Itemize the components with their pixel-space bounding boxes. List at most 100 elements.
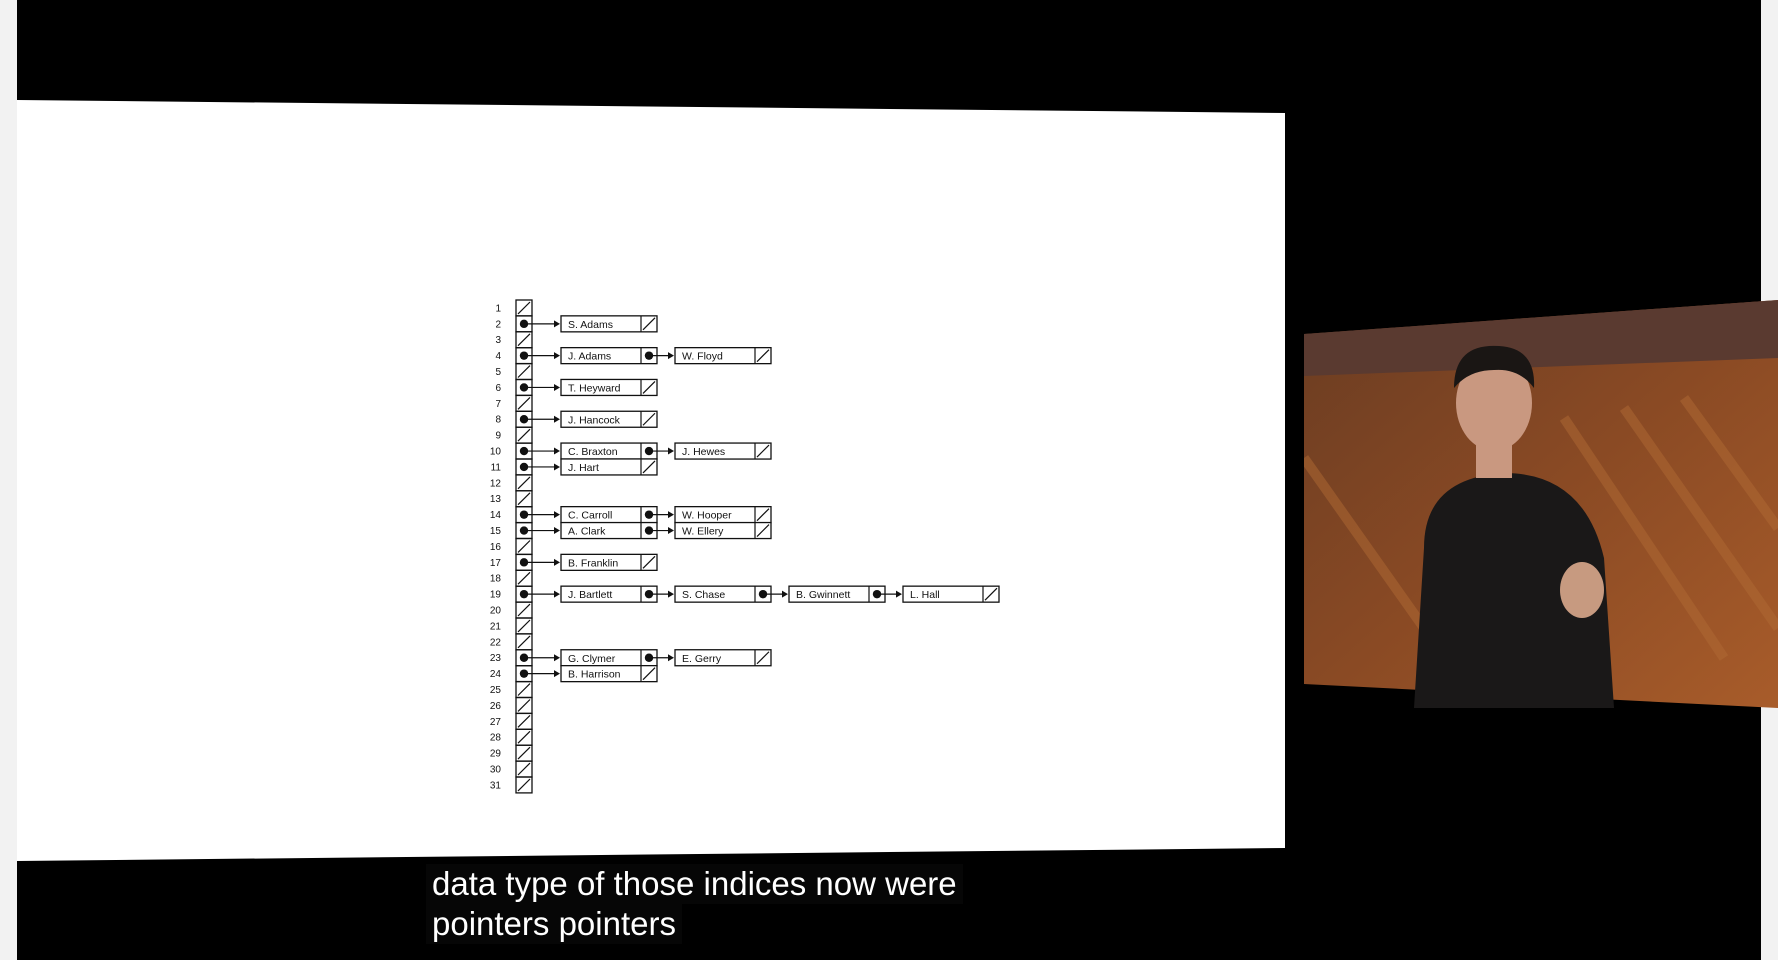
null-slash bbox=[517, 476, 531, 490]
null-slash bbox=[756, 651, 770, 665]
index-label: 16 bbox=[490, 542, 502, 553]
arrow-head bbox=[554, 670, 560, 678]
null-slash bbox=[517, 730, 531, 744]
caption-line-1: data type of those indices now were bbox=[426, 864, 963, 904]
index-label: 25 bbox=[490, 685, 502, 696]
arrow-head bbox=[896, 590, 902, 598]
index-label: 15 bbox=[490, 526, 502, 537]
speaker-video-inset bbox=[1304, 300, 1778, 708]
pointer-dot bbox=[519, 510, 529, 519]
null-slash bbox=[642, 555, 656, 569]
index-label: 20 bbox=[490, 606, 502, 617]
index-label: 21 bbox=[490, 621, 502, 632]
null-slash bbox=[642, 667, 656, 681]
null-slash bbox=[756, 508, 770, 522]
null-slash bbox=[517, 365, 531, 378]
node-box bbox=[674, 346, 772, 365]
node-name: L. Hall bbox=[910, 589, 940, 601]
pointer-dot bbox=[519, 558, 529, 567]
pointer-dot bbox=[519, 351, 529, 360]
arrow-head bbox=[554, 352, 560, 360]
node-name: E. Gerry bbox=[682, 653, 722, 665]
index-label: 30 bbox=[490, 765, 502, 776]
node-box bbox=[560, 410, 658, 428]
node-box bbox=[560, 378, 658, 397]
index-label: 12 bbox=[490, 478, 502, 489]
arrow-head bbox=[668, 447, 674, 455]
index-label: 6 bbox=[495, 383, 501, 394]
pointer-dot bbox=[519, 446, 529, 456]
arrow-head bbox=[668, 511, 674, 519]
node-box bbox=[560, 665, 658, 683]
index-label: 1 bbox=[495, 303, 501, 314]
node-name: C. Braxton bbox=[568, 446, 618, 458]
arrow-head bbox=[554, 527, 560, 535]
next-pointer-dot bbox=[644, 526, 654, 535]
null-slash bbox=[756, 444, 770, 458]
pointer-dot bbox=[519, 462, 529, 472]
node-name: W. Ellery bbox=[682, 526, 724, 538]
arrow-head bbox=[782, 590, 788, 598]
node-name: B. Franklin bbox=[568, 557, 618, 569]
node-name: J. Bartlett bbox=[568, 589, 612, 601]
null-slash bbox=[517, 540, 531, 553]
null-slash bbox=[517, 619, 531, 633]
null-slash bbox=[517, 683, 531, 696]
index-label: 10 bbox=[490, 447, 502, 458]
next-pointer-dot bbox=[758, 589, 768, 599]
index-label: 2 bbox=[495, 319, 501, 330]
arrow-head bbox=[668, 352, 674, 360]
null-slash bbox=[517, 492, 531, 506]
node-name: W. Floyd bbox=[682, 351, 723, 363]
node-box bbox=[674, 649, 772, 667]
left-edge-strip bbox=[0, 0, 17, 960]
index-label: 11 bbox=[491, 462, 502, 473]
caption-line-2: pointers pointers bbox=[426, 904, 682, 944]
null-slash bbox=[517, 778, 531, 792]
null-slash bbox=[517, 603, 531, 617]
closed-caption: data type of those indices now were poin… bbox=[426, 864, 963, 944]
node-name: J. Hewes bbox=[682, 446, 725, 458]
pointer-dot bbox=[519, 589, 529, 599]
node-box bbox=[674, 442, 772, 460]
index-label: 14 bbox=[490, 510, 502, 521]
next-pointer-dot bbox=[644, 653, 654, 662]
null-slash bbox=[517, 714, 531, 728]
node-name: J. Adams bbox=[568, 351, 611, 363]
null-slash bbox=[642, 412, 656, 426]
node-name: S. Chase bbox=[682, 589, 725, 601]
node-box bbox=[560, 315, 658, 333]
index-label: 19 bbox=[490, 590, 502, 601]
arrow-head bbox=[554, 447, 560, 455]
arrow-head bbox=[554, 654, 560, 662]
pointer-dot bbox=[519, 319, 529, 329]
pointer-dot bbox=[519, 383, 529, 392]
node-name: J. Hart bbox=[568, 462, 599, 474]
arrow-head bbox=[554, 558, 560, 566]
null-slash bbox=[756, 349, 770, 363]
next-pointer-dot bbox=[644, 351, 654, 360]
node-name: A. Clark bbox=[568, 526, 606, 538]
node-name: C. Carroll bbox=[568, 510, 612, 522]
arrow-head bbox=[554, 415, 560, 423]
index-label: 8 bbox=[495, 415, 501, 426]
null-slash bbox=[517, 635, 531, 649]
node-name: J. Hancock bbox=[568, 414, 621, 426]
arrow-head bbox=[668, 590, 674, 598]
index-label: 9 bbox=[495, 431, 501, 442]
index-label: 4 bbox=[495, 351, 501, 362]
null-slash bbox=[517, 428, 531, 442]
index-label: 28 bbox=[490, 733, 502, 744]
index-label: 27 bbox=[490, 717, 502, 728]
index-label: 5 bbox=[495, 367, 501, 378]
hash-table-diagram: 1234567891011121314151617181920212223242… bbox=[490, 299, 1000, 794]
video-player[interactable]: 1 2 3 4 5 6 7 8 9 10 11 12 13 14 15 16 17 18 19 20 21 22 23 24 2… bbox=[17, 0, 1778, 960]
next-pointer-dot bbox=[644, 510, 654, 519]
node-box bbox=[902, 585, 1000, 603]
pointer-dot bbox=[519, 653, 529, 662]
index-label: 3 bbox=[495, 335, 501, 346]
node-box bbox=[560, 458, 658, 476]
index-label: 17 bbox=[490, 558, 502, 569]
null-slash bbox=[517, 746, 531, 760]
node-name: S. Adams bbox=[568, 319, 613, 331]
